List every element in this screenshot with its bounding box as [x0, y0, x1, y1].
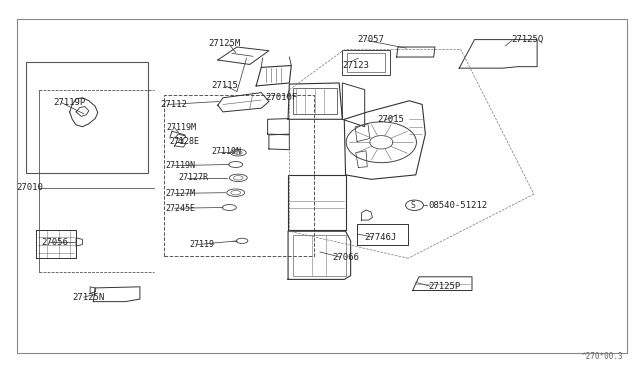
- Text: 27125N: 27125N: [72, 294, 104, 302]
- Text: 27066: 27066: [333, 253, 360, 262]
- Text: ^270*00.3: ^270*00.3: [582, 352, 623, 361]
- Bar: [26, 62, 148, 173]
- Text: 27057: 27057: [357, 35, 384, 44]
- Text: 27015: 27015: [378, 115, 404, 124]
- Text: 27056: 27056: [41, 238, 68, 247]
- Text: 27119N: 27119N: [211, 147, 241, 156]
- Text: 27010: 27010: [17, 183, 44, 192]
- Text: 27127R: 27127R: [178, 173, 208, 182]
- Text: 27125Q: 27125Q: [511, 35, 544, 44]
- Bar: [293, 88, 337, 114]
- Text: 27119N: 27119N: [166, 161, 195, 170]
- Text: 27125P: 27125P: [429, 282, 461, 291]
- Text: 27119: 27119: [189, 240, 214, 249]
- Bar: [342, 49, 390, 75]
- Text: 27127M: 27127M: [166, 189, 195, 198]
- Text: 27746J: 27746J: [365, 232, 397, 242]
- Text: 27125M: 27125M: [208, 39, 241, 48]
- Bar: [293, 235, 346, 276]
- Text: 27128E: 27128E: [170, 137, 200, 146]
- Text: 27119P: 27119P: [53, 98, 85, 107]
- Text: 27123: 27123: [342, 61, 369, 70]
- Text: 08540-51212: 08540-51212: [429, 201, 488, 210]
- Bar: [347, 53, 385, 72]
- Text: 27010F: 27010F: [266, 93, 298, 102]
- Text: 27115: 27115: [211, 81, 238, 90]
- Text: 27112: 27112: [161, 100, 188, 109]
- Bar: [164, 95, 314, 256]
- Text: 27245E: 27245E: [166, 204, 195, 213]
- Text: 27119M: 27119M: [167, 123, 196, 132]
- Text: S: S: [410, 201, 415, 210]
